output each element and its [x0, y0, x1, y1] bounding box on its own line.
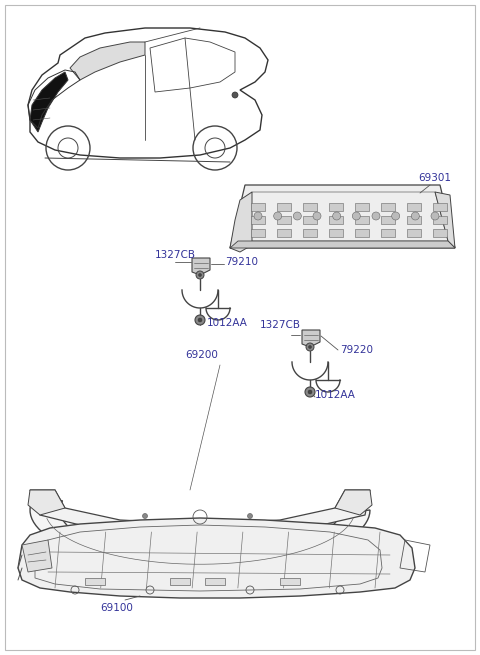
- Polygon shape: [30, 495, 370, 569]
- Circle shape: [232, 92, 238, 98]
- Polygon shape: [433, 229, 447, 237]
- Circle shape: [309, 345, 312, 348]
- Circle shape: [305, 387, 315, 397]
- Polygon shape: [85, 578, 105, 585]
- Polygon shape: [230, 185, 455, 248]
- Polygon shape: [230, 241, 455, 248]
- Polygon shape: [435, 192, 455, 248]
- Circle shape: [411, 212, 420, 220]
- Text: 79220: 79220: [340, 345, 373, 355]
- Polygon shape: [251, 216, 265, 224]
- Circle shape: [199, 274, 202, 276]
- Polygon shape: [170, 578, 190, 585]
- Polygon shape: [381, 229, 395, 237]
- Polygon shape: [277, 229, 291, 237]
- Circle shape: [352, 212, 360, 220]
- Circle shape: [274, 212, 282, 220]
- Polygon shape: [407, 216, 421, 224]
- Polygon shape: [381, 216, 395, 224]
- Circle shape: [198, 318, 202, 322]
- Text: 69100: 69100: [100, 603, 133, 613]
- Polygon shape: [251, 203, 265, 211]
- Polygon shape: [30, 72, 68, 132]
- Circle shape: [195, 315, 205, 325]
- Polygon shape: [251, 229, 265, 237]
- Circle shape: [143, 514, 147, 519]
- Text: 69200: 69200: [185, 350, 218, 360]
- Polygon shape: [230, 192, 252, 252]
- Polygon shape: [277, 216, 291, 224]
- Polygon shape: [185, 522, 215, 530]
- Polygon shape: [329, 216, 343, 224]
- Polygon shape: [303, 229, 317, 237]
- Polygon shape: [335, 490, 372, 515]
- Circle shape: [333, 212, 341, 220]
- Polygon shape: [277, 203, 291, 211]
- Polygon shape: [407, 229, 421, 237]
- Circle shape: [372, 212, 380, 220]
- Polygon shape: [280, 578, 300, 585]
- Circle shape: [196, 271, 204, 279]
- Polygon shape: [302, 330, 320, 347]
- Polygon shape: [433, 216, 447, 224]
- Polygon shape: [70, 42, 145, 80]
- Circle shape: [293, 212, 301, 220]
- Circle shape: [392, 212, 400, 220]
- Circle shape: [306, 343, 314, 351]
- Polygon shape: [329, 203, 343, 211]
- Polygon shape: [28, 490, 65, 515]
- Text: 69301: 69301: [418, 173, 451, 183]
- Polygon shape: [355, 203, 369, 211]
- Circle shape: [313, 212, 321, 220]
- Polygon shape: [433, 203, 447, 211]
- Polygon shape: [407, 203, 421, 211]
- Polygon shape: [303, 203, 317, 211]
- Text: 1012AA: 1012AA: [207, 318, 248, 328]
- Text: 1327CB: 1327CB: [155, 250, 196, 260]
- Polygon shape: [30, 490, 370, 535]
- Polygon shape: [192, 258, 210, 275]
- Polygon shape: [22, 540, 52, 572]
- Text: 79210: 79210: [225, 257, 258, 267]
- Polygon shape: [18, 518, 415, 598]
- Circle shape: [431, 212, 439, 220]
- Circle shape: [248, 514, 252, 519]
- Polygon shape: [303, 216, 317, 224]
- Polygon shape: [205, 578, 225, 585]
- Polygon shape: [355, 229, 369, 237]
- Polygon shape: [329, 229, 343, 237]
- Polygon shape: [355, 216, 369, 224]
- Circle shape: [254, 212, 262, 220]
- Text: 1327CB: 1327CB: [260, 320, 301, 330]
- Polygon shape: [381, 203, 395, 211]
- Text: 1012AA: 1012AA: [315, 390, 356, 400]
- Circle shape: [308, 390, 312, 394]
